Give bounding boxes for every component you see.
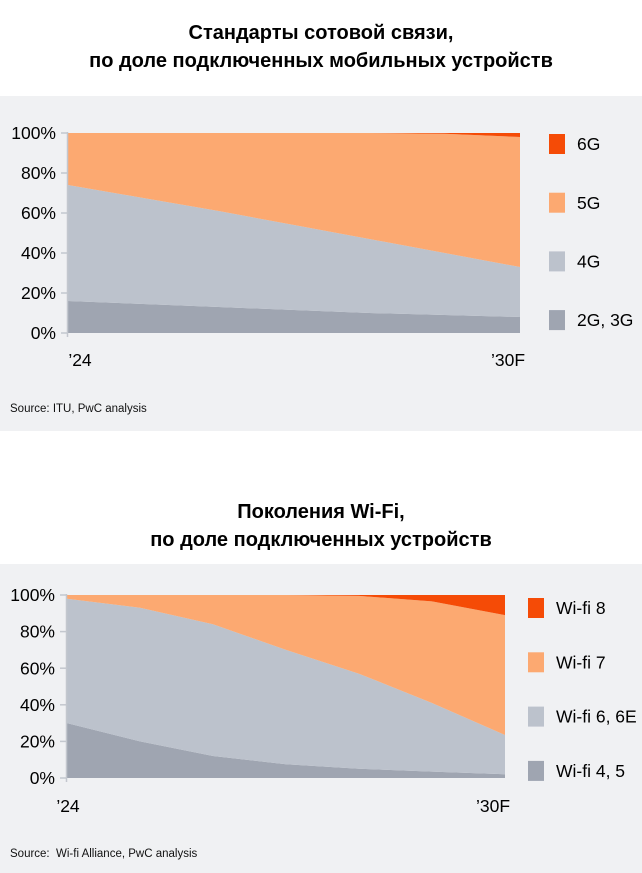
y-tick-label: 60%	[21, 203, 56, 223]
legend-swatch-5g	[549, 192, 565, 213]
area-wi-fi-8	[67, 595, 505, 616]
wifi-stacked-area-chart: 0% 20% 40% 60% 80% 100% ’24 ’30F Wi-fi 8 Wi-fi 7 W…	[10, 585, 637, 816]
area-5g	[68, 133, 520, 267]
legend-swatch-4g	[549, 251, 565, 272]
area-4g	[68, 185, 520, 317]
y-tick-label: 40%	[21, 243, 56, 263]
cellular-chart-title: Стандарты сотовой связи, по доле подключ…	[0, 19, 642, 75]
legend-label: Wi-fi 7	[556, 652, 606, 672]
wifi-chart-title: Поколения Wi-Fi, по доле подключенных ус…	[0, 498, 642, 554]
wifi-chart-source-note: Source: Wi-fi Alliance, PwC analysis	[10, 848, 198, 860]
y-tick-label: 20%	[20, 732, 55, 752]
area-6g	[68, 133, 520, 137]
legend-swatch-wi-fi-8	[528, 598, 544, 618]
x-tick-label-end: ’30F	[476, 796, 510, 816]
y-tick-label: 80%	[21, 163, 56, 183]
area-2g-3g	[68, 301, 520, 333]
area-wi-fi-7	[67, 595, 505, 735]
cellular-chart-title-line-1: Стандарты сотовой связи,	[188, 22, 454, 44]
legend-swatch-6g	[549, 134, 565, 154]
area-wi-fi-6-6e	[67, 598, 505, 775]
y-tick-label: 40%	[20, 695, 55, 715]
x-tick-label-start: ’24	[56, 796, 80, 816]
wifi-chart-title-line-1: Поколения Wi-Fi,	[237, 501, 405, 523]
y-tick-label: 20%	[21, 283, 56, 303]
legend-label: Wi-fi 6, 6E	[556, 707, 637, 727]
legend-label: Wi-fi 4, 5	[556, 761, 625, 781]
wifi-chart-panel: 0% 20% 40% 60% 80% 100% ’24 ’30F Wi-fi 8 Wi-fi 7 W…	[0, 564, 642, 873]
legend-label: Wi-fi 8	[556, 598, 606, 618]
legend-swatch-2g-3g	[549, 310, 565, 331]
cellular-chart-panel: 0% 20% 40% 60% 80% 100% ’24 ’30F 6G 5G 4G 2G, 3G So…	[0, 96, 642, 431]
legend-swatch-wi-fi-6-6e	[528, 706, 544, 727]
legend-label: 5G	[577, 193, 600, 213]
y-tick-label: 80%	[20, 622, 55, 642]
cellular-chart-source-note: Source: ITU, PwC analysis	[10, 403, 147, 415]
legend-label: 6G	[577, 134, 600, 154]
x-tick-label-start: ’24	[68, 350, 92, 370]
legend-label: 4G	[577, 252, 600, 272]
x-tick-label-end: ’30F	[491, 350, 525, 370]
y-tick-label: 100%	[10, 585, 55, 605]
y-tick-label: 0%	[31, 323, 56, 343]
y-tick-label: 100%	[11, 123, 56, 143]
legend-label: 2G, 3G	[577, 310, 633, 330]
cellular-chart-title-line-2: по доле подключенных мобильных устройств	[89, 50, 553, 72]
legend-swatch-wi-fi-4-5	[528, 760, 544, 781]
legend-swatch-wi-fi-7	[528, 652, 544, 673]
cellular-stacked-area-chart: 0% 20% 40% 60% 80% 100% ’24 ’30F 6G 5G 4G 2G, 3G	[11, 123, 633, 370]
wifi-chart-title-line-2: по доле подключенных устройств	[150, 529, 492, 551]
area-wi-fi-4-5	[67, 723, 505, 778]
y-tick-label: 60%	[20, 658, 55, 678]
y-tick-label: 0%	[30, 768, 55, 788]
